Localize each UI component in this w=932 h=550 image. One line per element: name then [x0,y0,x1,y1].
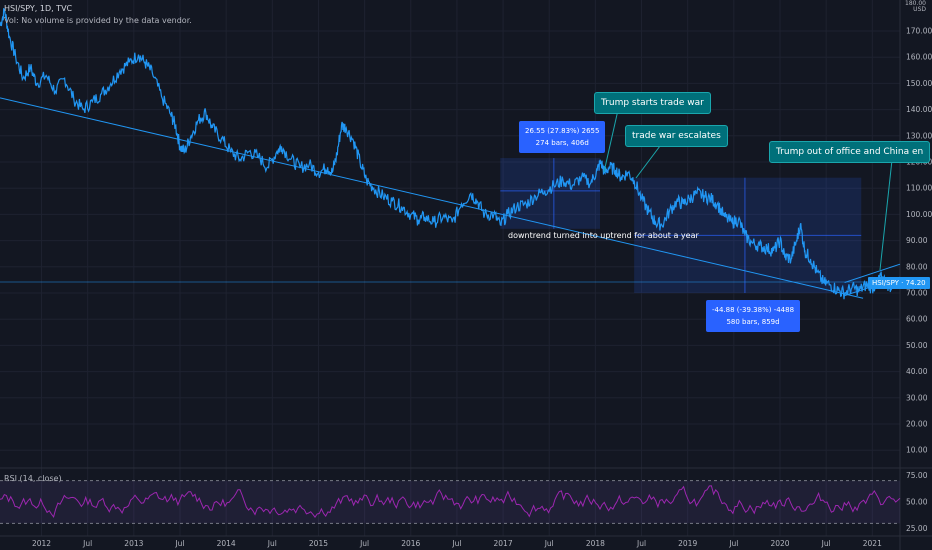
measure-down-line2: 580 bars, 859d [726,318,780,326]
rsi-line [0,485,901,519]
x-tick-label: 2021 [863,539,882,548]
x-tick-label: 2012 [32,539,51,548]
volume-note: Vol: No volume is provided by the data v… [4,16,192,25]
rsi-tick-label: 50.00 [906,498,928,507]
y-tick-label: 50.00 [906,341,928,350]
callout-pointer-trump-out [879,159,893,271]
x-tick-label: Jul [451,539,461,548]
x-tick-label: 2015 [309,539,328,548]
x-tick-label: Jul [728,539,738,548]
measure-up-label[interactable]: 26.55 (27.83%) 2655 274 bars, 406d [519,121,606,153]
measure-up-line2: 274 bars, 406d [535,139,589,147]
y-tick-label: 90.00 [906,236,928,245]
y-tick-label: 10.00 [906,446,928,455]
callout-trade-war-escalates[interactable]: trade war escalates [625,125,728,147]
y-tick-label: 20.00 [906,420,928,429]
rsi-tick-label: 75.00 [906,471,928,480]
x-tick-label: 2020 [770,539,789,548]
measure-down-line1: -44.88 (-39.38%) -4488 [712,306,795,314]
y-tick-label: 150.00 [906,79,932,88]
x-tick-label: 2013 [124,539,143,548]
downtrend-line [0,97,864,299]
y-tick-label: 100.00 [906,210,932,219]
measure-up-line1: 26.55 (27.83%) 2655 [525,127,600,135]
x-tick-label: 2017 [494,539,513,548]
y-tick-label: 170.00 [906,27,932,36]
x-tick-label: Jul [544,539,554,548]
rsi-tick-label: 25.00 [906,524,928,533]
uptrend-channel-upper [844,263,901,283]
rsi-label[interactable]: RSI (14, close) [4,474,62,483]
x-tick-label: 2019 [678,539,697,548]
x-tick-label: Jul [82,539,92,548]
y-tick-label: 40.00 [906,367,928,376]
currency-unit: USD [913,6,926,13]
x-tick-label: 2014 [217,539,236,548]
x-tick-label: Jul [636,539,646,548]
y-tick-label: 130.00 [906,131,932,140]
y-tick-label: 160.00 [906,53,932,62]
y-tick-label: 30.00 [906,393,928,402]
uptrend-note[interactable]: downtrend turned into uptrend for about … [508,231,699,240]
y-tick-label: 110.00 [906,184,932,193]
y-tick-label: 140.00 [906,105,932,114]
measure-down-label[interactable]: -44.88 (-39.38%) -4488 580 bars, 859d [706,300,801,332]
callout-pointer-trade-war [603,109,619,173]
chart-title[interactable]: HSI/SPY, 1D, TVC [4,4,73,13]
y-tick-label: 60.00 [906,315,928,324]
top-price-label: 180.00 [905,0,926,7]
y-tick-label: 70.00 [906,289,928,298]
rsi-band [0,480,900,524]
x-tick-label: Jul [267,539,277,548]
x-tick-label: Jul [359,539,369,548]
x-tick-label: Jul [821,539,831,548]
x-tick-label: 2018 [586,539,605,548]
price-line [0,8,896,300]
callout-trump-trade-war[interactable]: Trump starts trade war [594,92,711,114]
y-tick-label: 80.00 [906,262,928,271]
x-tick-label: 2016 [401,539,420,548]
measure-up-box [500,158,600,229]
last-price-tag: HSI/SPY · 74.20 [868,277,930,289]
x-tick-label: Jul [174,539,184,548]
callout-pointer-escalates [635,145,661,179]
callout-trump-out[interactable]: Trump out of office and China en [769,141,931,163]
